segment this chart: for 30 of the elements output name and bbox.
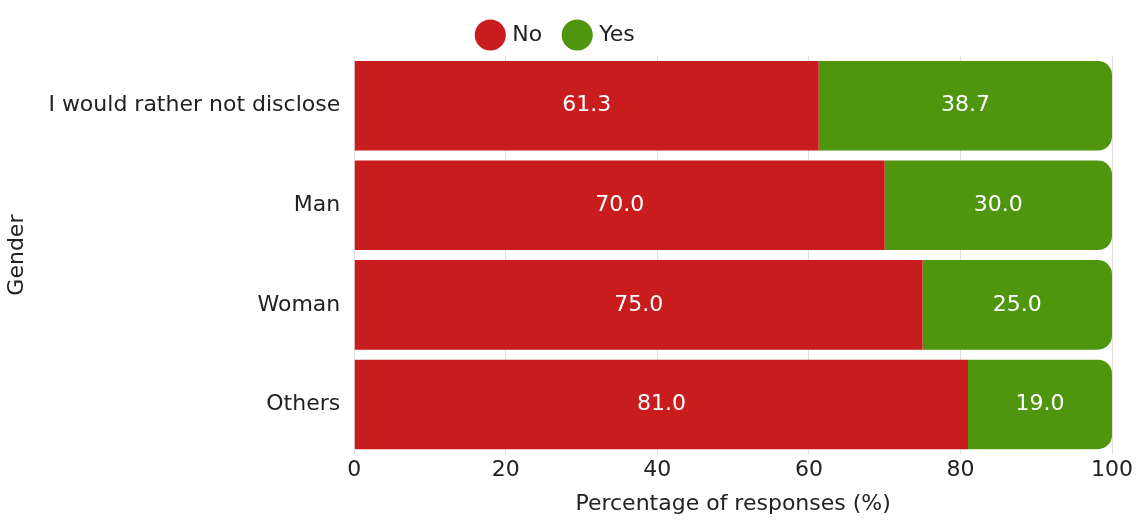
- y-tick-label: Man: [293, 191, 341, 217]
- data-label: 19.0: [1015, 390, 1065, 416]
- x-axis-title: Percentage of responses (%): [575, 489, 891, 515]
- x-tick-label: 60: [794, 456, 823, 482]
- y-tick-label: I would rather not disclose: [48, 91, 341, 117]
- bar: [884, 160, 1112, 251]
- x-tick-label: 40: [643, 456, 672, 482]
- data-label: 75.0: [614, 290, 664, 316]
- data-label: 25.0: [992, 290, 1042, 316]
- data-label: 61.3: [562, 91, 612, 117]
- y-axis-title: Gender: [2, 213, 28, 296]
- bar: [354, 260, 923, 350]
- bar: [354, 160, 885, 251]
- bar: [354, 359, 969, 450]
- bar: [968, 359, 1112, 450]
- data-label: 30.0: [973, 191, 1023, 217]
- bar: [922, 260, 1112, 350]
- legend-label: No: [512, 20, 543, 46]
- x-tick-label: 0: [347, 456, 362, 482]
- data-label: 70.0: [595, 191, 645, 217]
- legend-label: Yes: [598, 20, 635, 46]
- x-tick-label: 80: [946, 456, 975, 482]
- x-tick-label: 20: [491, 456, 520, 482]
- data-label: 81.0: [636, 390, 686, 416]
- bar: [818, 60, 1112, 151]
- bar: [354, 60, 819, 151]
- x-tick-label: 100: [1091, 456, 1133, 482]
- y-tick-label: Others: [266, 390, 341, 416]
- y-tick-label: Woman: [257, 290, 341, 316]
- data-label: 38.7: [940, 91, 990, 117]
